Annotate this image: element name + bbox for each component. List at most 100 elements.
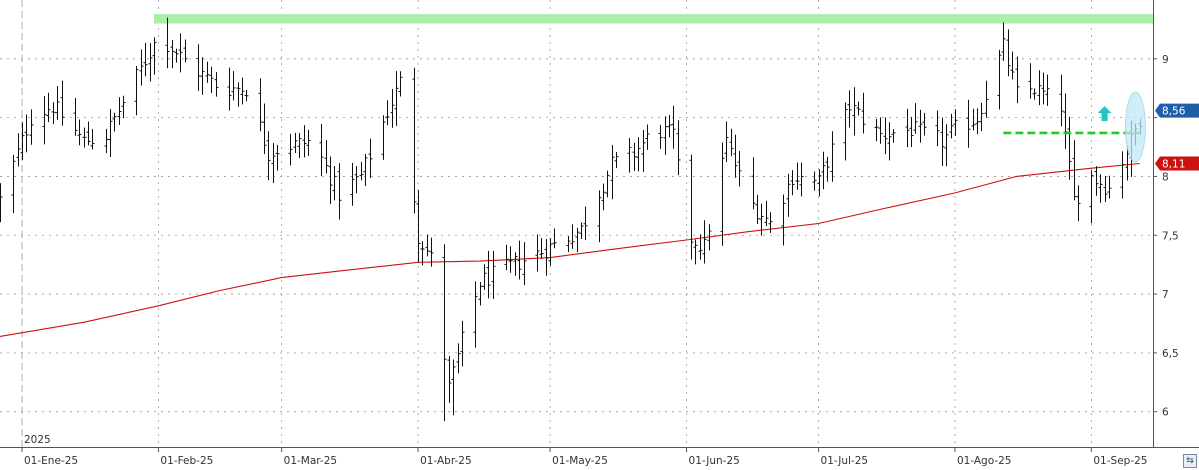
ohlc-bar	[121, 95, 126, 119]
ohlc-bar	[236, 82, 241, 107]
ohlc-bar	[817, 169, 822, 197]
ohlc-bar	[42, 96, 47, 145]
ohlc-bar	[597, 190, 602, 243]
axis-labels: 6 6,5 7 7,5 8 9 8,56 8,11 01-Ene-25 01-Feb-25 01-M…	[24, 54, 1199, 467]
ohlc-bar	[451, 359, 456, 416]
ohlc-bar	[737, 150, 742, 187]
ohlc-bar	[363, 153, 368, 187]
ohlc-bar	[953, 109, 958, 136]
ohlc-bar	[812, 171, 817, 191]
ohlc-bar	[579, 222, 584, 240]
y-tick-label: 6	[1162, 407, 1169, 419]
ohlc-bar	[143, 42, 148, 77]
ohlc-bar	[214, 72, 219, 97]
ohlc-bar	[517, 240, 522, 280]
ohlc-bar	[456, 343, 461, 374]
ohlc-bar	[843, 102, 848, 161]
ohlc-bar	[1037, 70, 1042, 106]
ohlc-bar	[170, 39, 175, 69]
x-tick-label: 01-Ago-25	[957, 455, 1012, 467]
ohlc-bar	[830, 131, 835, 182]
moving-average-tag: 8,11	[1155, 156, 1199, 171]
ohlc-bar	[482, 264, 487, 290]
ohlc-bar	[724, 121, 729, 162]
ohlc-bar	[46, 92, 51, 122]
ohlc-bar	[821, 151, 826, 190]
ohlc-bar	[1076, 185, 1081, 222]
ohlc-bar	[174, 48, 179, 63]
y-tick-label: 8	[1162, 171, 1169, 183]
ohlc-bar	[1006, 29, 1011, 77]
ohlc-bar	[575, 227, 580, 253]
moving-average-path	[0, 162, 1140, 337]
y-tick-label: 7	[1162, 289, 1169, 301]
resistance-band	[154, 14, 1153, 24]
ohlc-bar	[152, 37, 157, 75]
ohlc-bar	[368, 138, 373, 179]
grid-lines	[0, 0, 1153, 447]
ohlc-bar	[693, 239, 698, 265]
ohlc-bar	[262, 103, 267, 154]
ohlc-bar	[1059, 74, 1064, 127]
ohlc-bar	[922, 112, 927, 136]
ohlc-bar	[504, 244, 509, 271]
ohlc-bar	[473, 281, 478, 348]
ohlc-bar	[20, 122, 25, 161]
x-tick-label: 01-Sep-25	[1093, 455, 1147, 467]
ohlc-bar	[200, 57, 205, 95]
ohlc-bar	[702, 220, 707, 264]
ohlc-bar	[328, 156, 333, 205]
ohlc-bar	[266, 131, 271, 181]
ohlc-bar	[332, 165, 337, 201]
ohlc-bar	[209, 66, 214, 93]
ohlc-bar	[398, 71, 403, 97]
ohlc-bar	[148, 43, 153, 82]
highlight-ellipse	[1124, 91, 1146, 163]
x-tick-label: 01-Mar-25	[284, 455, 337, 467]
ohlc-bar	[764, 200, 769, 227]
ohlc-bar	[971, 108, 976, 131]
ohlc-bar	[390, 88, 395, 128]
chart-settings-icon[interactable]: ⇆	[1183, 454, 1197, 468]
resistance-band-rect	[154, 14, 1153, 24]
ohlc-bar	[610, 145, 615, 200]
ohlc-bar	[601, 183, 606, 211]
ohlc-bar	[1015, 56, 1020, 104]
ohlc-bar	[478, 281, 483, 306]
ohlc-bar	[1001, 22, 1006, 61]
ohlc-bar	[293, 132, 298, 153]
price-bars	[0, 17, 1143, 422]
ohlc-bar	[707, 224, 712, 251]
ohlc-bar	[491, 250, 496, 299]
ohlc-bar	[1045, 74, 1050, 106]
ohlc-bar	[663, 116, 668, 155]
ohlc-bar	[552, 228, 557, 249]
ohlc-bar	[350, 162, 355, 206]
x-tick-label: 01-Feb-25	[160, 455, 213, 467]
x-tick-label: 01-Jul-25	[821, 455, 869, 467]
ohlc-bar	[104, 128, 109, 154]
ohlc-bar	[847, 90, 852, 128]
ohlc-bar	[544, 239, 549, 276]
ohlc-bar	[178, 33, 183, 73]
ohlc-bar	[337, 163, 342, 220]
ohlc-bar	[82, 127, 87, 148]
ohlc-bar	[359, 161, 364, 181]
ohlc-bar	[60, 80, 65, 126]
ohlc-bar	[16, 133, 21, 167]
last-price-tag-text: 8,56	[1162, 106, 1186, 118]
ohlc-bar	[949, 113, 954, 139]
ohlc-bar	[385, 100, 390, 126]
x-tick-label: 01-Ene-25	[24, 455, 78, 467]
ohlc-bar	[1067, 116, 1072, 180]
ohlc-bar	[874, 119, 879, 142]
ohlc-bar	[425, 234, 430, 257]
ohlc-bar	[1028, 63, 1033, 99]
ohlc-bar	[979, 102, 984, 132]
moving-average-line	[0, 162, 1140, 337]
ohlc-bar	[394, 71, 399, 126]
ohlc-bar	[231, 71, 236, 101]
ohlc-bar	[614, 152, 619, 169]
ohlc-bar	[641, 130, 646, 172]
